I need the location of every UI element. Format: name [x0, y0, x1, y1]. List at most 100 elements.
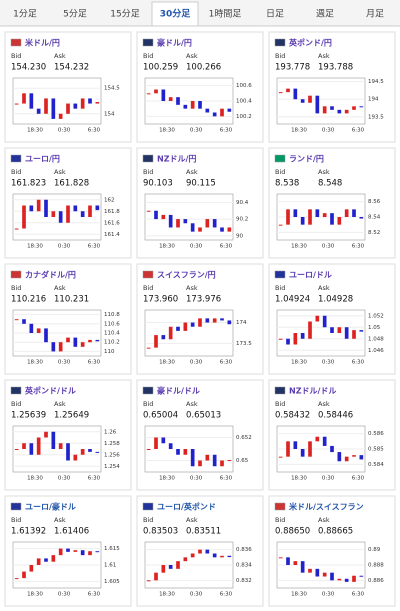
pair-name[interactable]: 豪ドル/円: [157, 38, 192, 48]
x-tick-label: 0:30: [322, 476, 335, 482]
candle: [190, 223, 195, 232]
tab[interactable]: 日足: [266, 9, 284, 20]
candle: [205, 454, 210, 461]
candle: [44, 199, 48, 217]
pair-name[interactable]: ユーロ/英ポンド: [157, 502, 216, 512]
pair-name[interactable]: ユーロ/ドル: [289, 271, 332, 280]
candle: [176, 97, 180, 105]
candle: [168, 443, 173, 449]
candle: [14, 103, 19, 105]
candle: [80, 550, 85, 556]
candle: [286, 338, 290, 345]
candle: [330, 327, 334, 333]
plot-frame: [12, 193, 102, 241]
y-tick-label: 154: [104, 111, 115, 117]
ask-value: 0.58446: [318, 411, 353, 421]
pair-name[interactable]: 英ポンド/円: [288, 38, 332, 48]
candle: [337, 217, 342, 225]
candle: [161, 437, 166, 444]
candle: [44, 431, 48, 438]
y-tick-label: 0.832: [236, 578, 252, 584]
pair-name[interactable]: ユーロ/豪ドル: [25, 502, 76, 512]
candle: [88, 551, 92, 556]
candle: [80, 449, 85, 455]
candle: [212, 112, 217, 117]
y-tick-label: 1.61: [104, 563, 116, 569]
card: 豪ドル/円 Bid Ask 100.259 100.266 100.6 100.4 100.2…: [136, 31, 264, 143]
flag: [142, 502, 154, 511]
card: カナダドル/円 Bid Ask 110.216 110.231 110.8 110.6 110…: [4, 263, 132, 375]
plot-frame: [144, 193, 234, 241]
candle: [220, 227, 224, 232]
tab[interactable]: 週足: [316, 9, 334, 20]
candle: [183, 449, 188, 455]
candle: [190, 322, 195, 327]
bid-value: 1.61392: [11, 527, 46, 537]
candle: [344, 578, 349, 582]
y-tick-label: 110.6: [104, 321, 120, 327]
tab[interactable]: 5分足: [63, 9, 87, 20]
x-tick-label: 6:30: [220, 476, 233, 482]
candle: [14, 449, 19, 450]
card: NZドル/ドル Bid Ask 0.58432 0.58446 0.586 0.585 0.5…: [268, 379, 396, 491]
pair-name[interactable]: 豪ドル/ドル: [157, 386, 200, 396]
candle: [198, 460, 202, 467]
candle: [36, 437, 41, 455]
tab[interactable]: 30分足: [160, 8, 192, 20]
candle: [29, 565, 34, 572]
candle: [205, 219, 210, 228]
candle: [88, 449, 92, 452]
candle: [51, 342, 56, 352]
y-tick-label: 0.585: [368, 447, 384, 453]
candle: [278, 557, 283, 559]
pair-name[interactable]: 英ポンド/ドル: [24, 386, 76, 396]
pair-name[interactable]: ランド/円: [289, 155, 324, 164]
y-tick-label: 161.6: [104, 220, 120, 226]
tab[interactable]: 1時間足: [209, 9, 242, 20]
y-tick-label: 100.2: [236, 114, 252, 120]
pair-name[interactable]: 米ドル/スイスフラン: [288, 502, 364, 512]
tab[interactable]: 月足: [366, 9, 384, 20]
candle: [344, 327, 349, 339]
candle: [22, 93, 26, 104]
candle: [44, 558, 48, 562]
y-tick-label: 0.584: [368, 462, 384, 468]
candle: [205, 108, 210, 113]
candle: [183, 104, 188, 109]
y-tick-label: 90: [236, 233, 243, 239]
tab[interactable]: 15分足: [110, 9, 139, 20]
x-tick-label: 0:30: [58, 360, 71, 366]
candle: [66, 548, 70, 552]
candle: [212, 318, 217, 323]
pair-name[interactable]: ユーロ/円: [25, 155, 60, 164]
pair-name[interactable]: NZドル/円: [157, 155, 196, 164]
x-tick-label: 18:30: [159, 592, 175, 598]
x-tick-label: 18:30: [291, 244, 307, 250]
ask-value: 0.83511: [186, 527, 221, 537]
x-tick-label: 18:30: [159, 360, 175, 366]
x-tick-label: 18:30: [27, 476, 43, 482]
pair-name[interactable]: カナダドル/円: [25, 270, 76, 280]
card: NZドル/円 Bid Ask 90.103 90.115 90.4 90.2 90 18:30 0…: [136, 147, 264, 259]
tab[interactable]: 1分足: [13, 9, 37, 20]
ask-value: 193.788: [318, 63, 353, 73]
x-tick-label: 6:30: [88, 476, 101, 482]
x-tick-label: 18:30: [159, 128, 175, 134]
candle: [36, 328, 41, 333]
x-tick-label: 6:30: [220, 592, 233, 598]
pair-name[interactable]: 米ドル/円: [24, 38, 60, 48]
candle: [176, 326, 180, 331]
bid-label: Bid: [143, 400, 153, 408]
y-tick-label: 100.6: [236, 83, 252, 89]
candle: [73, 337, 78, 347]
candle: [220, 460, 224, 467]
pair-name[interactable]: NZドル/ドル: [289, 387, 336, 396]
pair-name[interactable]: スイスフラン/円: [157, 271, 216, 280]
bid-value: 0.65004: [143, 411, 178, 421]
candle: [183, 219, 188, 224]
candle: [286, 441, 290, 457]
y-tick-label: 0.834: [236, 563, 252, 569]
x-tick-label: 6:30: [220, 360, 233, 366]
